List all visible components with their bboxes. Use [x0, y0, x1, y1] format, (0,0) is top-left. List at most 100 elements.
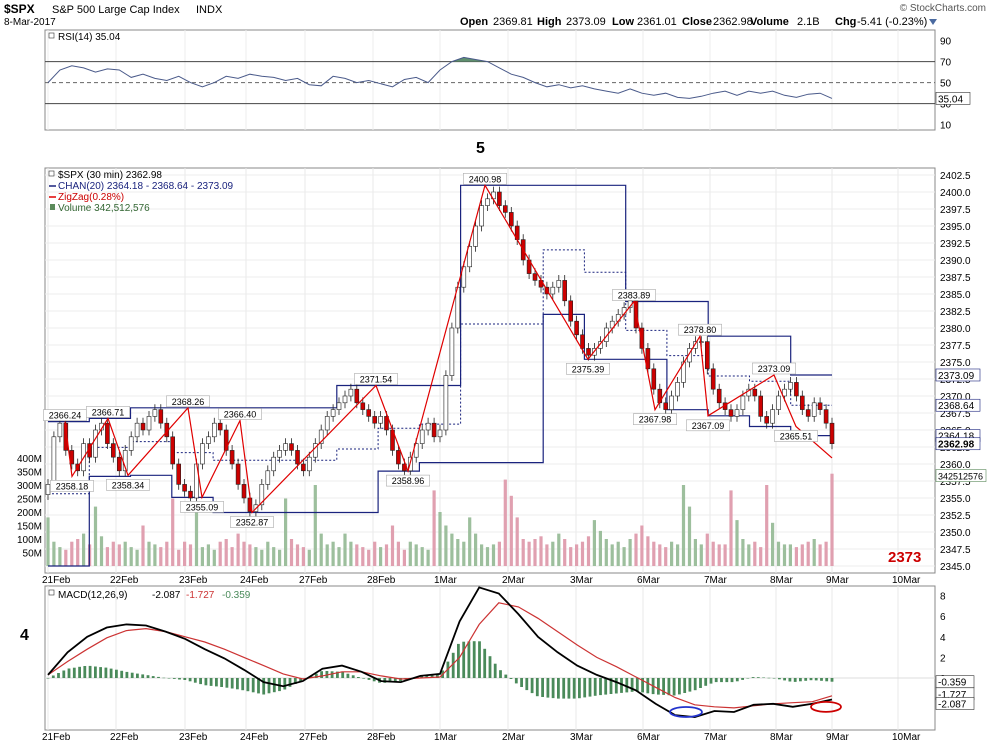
- macd-legend-macd: -2.087: [152, 590, 181, 601]
- volume-bar: [248, 544, 252, 566]
- x-tick-label: 7Mar: [704, 732, 727, 743]
- volume-bar: [539, 536, 543, 566]
- macd-histogram-bar: [183, 678, 187, 680]
- candle-body: [734, 409, 740, 417]
- macd-value-box: [935, 697, 975, 710]
- rsi-tick-label: 70: [940, 58, 952, 69]
- volume-legend-swatch: [50, 204, 55, 210]
- macd-histogram-bar: [457, 643, 460, 678]
- macd-histogram-bar: [478, 641, 481, 678]
- volume-bar: [242, 541, 246, 566]
- volume-bar: [141, 525, 145, 566]
- macd-histogram-bar: [193, 678, 197, 683]
- macd-histogram-bar: [267, 678, 271, 694]
- price-tick-label: 2380.0: [940, 324, 971, 335]
- zigzag-label: 2400.98: [469, 174, 502, 184]
- price-value-label: 2364.18: [938, 432, 975, 443]
- macd-histogram-bar: [78, 666, 81, 678]
- macd-histogram-bar: [225, 678, 229, 688]
- volume-bar: [129, 547, 133, 566]
- candle-body: [574, 320, 579, 336]
- volume-tick-label: 50M: [23, 549, 42, 560]
- macd-histogram-bar: [57, 673, 60, 678]
- macd-histogram-bar: [688, 678, 692, 692]
- macd-histogram-bar: [115, 669, 118, 678]
- candle-body: [669, 395, 674, 410]
- candle-body: [348, 388, 354, 397]
- macd-histogram-bar: [420, 675, 423, 678]
- low-value: 2361.01: [637, 16, 677, 28]
- macd-histogram-bar: [599, 678, 602, 696]
- x-tick-label: 27Feb: [299, 732, 328, 743]
- volume-bar: [474, 533, 478, 566]
- zigzag-label-box: [386, 474, 430, 487]
- macd-histogram-bar: [793, 678, 797, 682]
- x-tick-label: 24Feb: [240, 732, 269, 743]
- candle-body: [770, 409, 775, 424]
- macd-histogram-bar: [557, 678, 560, 699]
- candle-body: [152, 409, 158, 417]
- zigzag-label-box: [463, 173, 507, 185]
- candle-body: [425, 422, 431, 431]
- macd-histogram-bar: [162, 677, 166, 679]
- macd-histogram-bar: [735, 678, 739, 682]
- x-tick-label: 6Mar: [637, 732, 660, 743]
- volume-value-label: 342512576: [938, 472, 983, 482]
- rsi-current-label: 35.04: [938, 94, 963, 105]
- macd-histogram-bar: [683, 678, 687, 693]
- candle-body: [146, 416, 152, 431]
- price-value-label: 2362.98: [938, 440, 975, 451]
- rsi-legend-swatch: [48, 32, 55, 39]
- x-tick-label: 23Feb: [179, 732, 208, 743]
- x-tick-label: 10Mar: [892, 575, 921, 586]
- x-tick-label: 2Mar: [502, 575, 525, 586]
- zigzag-label: 2383.89: [618, 291, 651, 301]
- open-label: Open: [460, 16, 488, 28]
- candle-body: [782, 388, 787, 397]
- candle-body: [817, 402, 823, 410]
- dropdown-arrow-icon[interactable]: [929, 19, 937, 25]
- macd-line: [47, 586, 833, 719]
- volume-bar: [563, 539, 567, 566]
- macd-layer: [46, 586, 842, 719]
- candle-body: [794, 382, 799, 397]
- volume-bar: [812, 539, 816, 566]
- zigzag-label: 2358.18: [56, 481, 89, 491]
- price-tick-label: 2350.0: [940, 528, 971, 539]
- volume-bar: [824, 541, 828, 566]
- price-panel-frame: [44, 167, 936, 574]
- volume-bar: [432, 490, 436, 566]
- candle-body: [170, 436, 175, 465]
- volume-tick-label: 300M: [17, 481, 42, 492]
- volume-bar: [289, 539, 294, 566]
- volume-bar: [503, 479, 507, 566]
- volume-label: Volume: [750, 16, 789, 28]
- volume-bar: [135, 549, 139, 566]
- macd-histogram-bar: [351, 675, 355, 678]
- rsi-tick-label: 50: [940, 79, 952, 90]
- candle-body: [758, 395, 764, 417]
- macd-histogram-bar: [367, 678, 371, 680]
- candle-body: [360, 402, 366, 410]
- price-tick-label: 2375.0: [940, 358, 971, 369]
- zigzag-label-box: [86, 406, 130, 418]
- zigzag-label-box: [106, 478, 150, 491]
- candle-body: [437, 429, 443, 438]
- candle-body: [396, 450, 401, 465]
- volume-bar: [800, 544, 804, 566]
- copyright: © StockCharts.com: [900, 3, 986, 14]
- candle-body: [51, 436, 57, 485]
- volume-bar: [771, 522, 775, 566]
- exchange: INDX: [196, 4, 223, 16]
- macd-histogram-bar: [567, 678, 571, 699]
- volume-bar: [741, 539, 745, 566]
- price-legend-swatch: [48, 170, 55, 177]
- candle-body: [687, 348, 692, 363]
- volume-bar: [794, 547, 798, 566]
- macd-histogram-bar: [493, 663, 497, 678]
- axis-layer: 21Feb 21Feb 22Feb 22Feb 23Feb 23Feb 24Feb 24Feb…: [17, 37, 987, 743]
- macd-histogram-bar: [236, 678, 239, 690]
- macd-histogram-bar: [299, 678, 302, 682]
- candle-body: [598, 341, 603, 349]
- candle-body: [550, 286, 556, 295]
